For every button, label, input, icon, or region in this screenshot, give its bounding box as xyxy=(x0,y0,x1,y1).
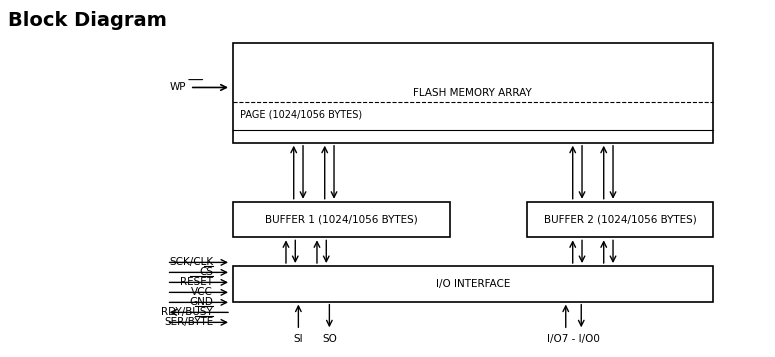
FancyBboxPatch shape xyxy=(527,202,713,237)
Text: GND: GND xyxy=(189,297,213,307)
Text: CS: CS xyxy=(199,267,213,277)
FancyBboxPatch shape xyxy=(232,43,713,143)
Text: SER/BYTE: SER/BYTE xyxy=(164,317,213,327)
Text: SI: SI xyxy=(294,334,303,344)
Text: BUFFER 2 (1024/1056 BYTES): BUFFER 2 (1024/1056 BYTES) xyxy=(543,215,697,225)
Text: I/O7 - I/O0: I/O7 - I/O0 xyxy=(547,334,600,344)
Text: BUFFER 1 (1024/1056 BYTES): BUFFER 1 (1024/1056 BYTES) xyxy=(264,215,418,225)
Text: RESET: RESET xyxy=(180,277,213,287)
Text: RDY/BUSY: RDY/BUSY xyxy=(161,307,213,317)
FancyBboxPatch shape xyxy=(232,266,713,302)
Text: SO: SO xyxy=(322,334,337,344)
Text: I/O INTERFACE: I/O INTERFACE xyxy=(436,279,510,289)
Text: VCC: VCC xyxy=(191,287,213,297)
Text: Block Diagram: Block Diagram xyxy=(8,11,167,30)
Text: FLASH MEMORY ARRAY: FLASH MEMORY ARRAY xyxy=(413,88,532,98)
Text: SCK/CLK: SCK/CLK xyxy=(169,257,213,267)
Text: WP: WP xyxy=(170,82,186,92)
FancyBboxPatch shape xyxy=(232,202,450,237)
Text: PAGE (1024/1056 BYTES): PAGE (1024/1056 BYTES) xyxy=(240,109,363,119)
